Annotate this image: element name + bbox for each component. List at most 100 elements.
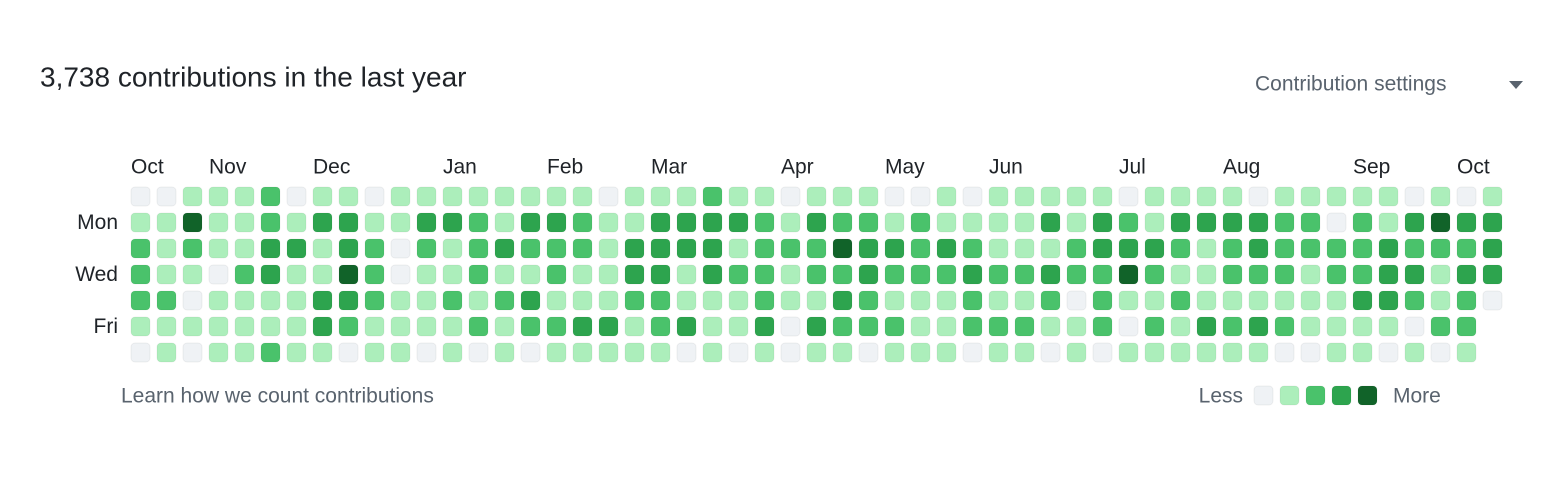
day-cell bbox=[1196, 316, 1217, 337]
day-cell bbox=[598, 316, 619, 337]
day-cell bbox=[780, 186, 801, 207]
day-cell bbox=[676, 264, 697, 285]
day-cell bbox=[208, 290, 229, 311]
day-cell bbox=[1222, 264, 1243, 285]
day-cell bbox=[1248, 238, 1269, 259]
day-cell bbox=[702, 264, 723, 285]
day-cell bbox=[676, 342, 697, 363]
day-cell bbox=[962, 316, 983, 337]
day-cell bbox=[676, 186, 697, 207]
day-cell bbox=[884, 238, 905, 259]
day-cell bbox=[1222, 290, 1243, 311]
day-cell bbox=[650, 316, 671, 337]
day-cell bbox=[1482, 290, 1503, 311]
day-cell bbox=[1014, 316, 1035, 337]
day-cell bbox=[1456, 316, 1477, 337]
month-label: May bbox=[885, 156, 925, 179]
day-cell bbox=[364, 264, 385, 285]
day-cell bbox=[1300, 342, 1321, 363]
day-cell bbox=[182, 342, 203, 363]
day-cell bbox=[546, 264, 567, 285]
day-cell bbox=[312, 186, 333, 207]
day-cell bbox=[156, 342, 177, 363]
day-cell bbox=[1378, 238, 1399, 259]
day-cell bbox=[1092, 316, 1113, 337]
day-cell bbox=[858, 264, 879, 285]
day-cell bbox=[494, 186, 515, 207]
day-cell bbox=[520, 186, 541, 207]
day-cell bbox=[182, 290, 203, 311]
day-cell bbox=[1014, 212, 1035, 233]
day-cell bbox=[546, 186, 567, 207]
day-cell bbox=[1326, 264, 1347, 285]
day-cell bbox=[1066, 264, 1087, 285]
day-cell bbox=[1300, 290, 1321, 311]
month-label: Aug bbox=[1223, 156, 1260, 179]
day-cell bbox=[1378, 186, 1399, 207]
day-cell bbox=[572, 238, 593, 259]
day-cell bbox=[676, 290, 697, 311]
day-cell bbox=[832, 342, 853, 363]
day-cell bbox=[936, 238, 957, 259]
day-cell bbox=[1170, 264, 1191, 285]
day-cell bbox=[858, 316, 879, 337]
caret[interactable] bbox=[1509, 81, 1523, 89]
day-label: Wed bbox=[75, 263, 118, 286]
day-cell bbox=[936, 316, 957, 337]
day-cell bbox=[598, 342, 619, 363]
day-label: Mon bbox=[77, 211, 118, 234]
day-cell bbox=[624, 290, 645, 311]
day-cell bbox=[468, 342, 489, 363]
day-cell bbox=[1482, 186, 1503, 207]
day-cell bbox=[156, 238, 177, 259]
day-cell bbox=[676, 238, 697, 259]
day-cell bbox=[156, 264, 177, 285]
day-cell bbox=[780, 238, 801, 259]
day-cell bbox=[130, 212, 151, 233]
legend-cell bbox=[1357, 385, 1378, 406]
day-cell bbox=[1326, 238, 1347, 259]
day-cell bbox=[208, 264, 229, 285]
day-cell bbox=[286, 342, 307, 363]
day-cell bbox=[312, 342, 333, 363]
day-cell bbox=[1456, 342, 1477, 363]
day-cell bbox=[780, 342, 801, 363]
day-cell bbox=[260, 238, 281, 259]
day-cell bbox=[312, 238, 333, 259]
day-cell bbox=[1196, 342, 1217, 363]
day-cell bbox=[624, 316, 645, 337]
day-cell bbox=[520, 290, 541, 311]
day-cell bbox=[1144, 342, 1165, 363]
day-cell bbox=[650, 342, 671, 363]
day-cell bbox=[364, 290, 385, 311]
day-cell bbox=[338, 212, 359, 233]
day-cell bbox=[1222, 316, 1243, 337]
month-label: Sep bbox=[1353, 156, 1390, 179]
day-cell bbox=[1066, 212, 1087, 233]
day-cell bbox=[546, 238, 567, 259]
day-cell bbox=[832, 316, 853, 337]
day-cell bbox=[234, 316, 255, 337]
day-cell bbox=[728, 212, 749, 233]
day-cell bbox=[1248, 316, 1269, 337]
day-cell bbox=[494, 264, 515, 285]
settings-label[interactable]: Contribution settings bbox=[1255, 73, 1446, 96]
day-cell bbox=[728, 290, 749, 311]
day-cell bbox=[286, 290, 307, 311]
day-cell bbox=[598, 238, 619, 259]
day-cell bbox=[858, 186, 879, 207]
day-cell bbox=[286, 212, 307, 233]
day-cell bbox=[442, 342, 463, 363]
day-cell bbox=[1170, 290, 1191, 311]
learn-link[interactable]: Learn how we count contributions bbox=[121, 385, 434, 408]
day-cell bbox=[754, 290, 775, 311]
day-cell bbox=[988, 290, 1009, 311]
settings-button[interactable]: Contribution settings bbox=[1255, 73, 1523, 96]
day-cell bbox=[806, 264, 827, 285]
day-cell bbox=[1352, 290, 1373, 311]
day-cell bbox=[234, 186, 255, 207]
day-cell bbox=[806, 186, 827, 207]
day-cell bbox=[1092, 342, 1113, 363]
day-cell bbox=[1118, 290, 1139, 311]
day-cell bbox=[1404, 212, 1425, 233]
